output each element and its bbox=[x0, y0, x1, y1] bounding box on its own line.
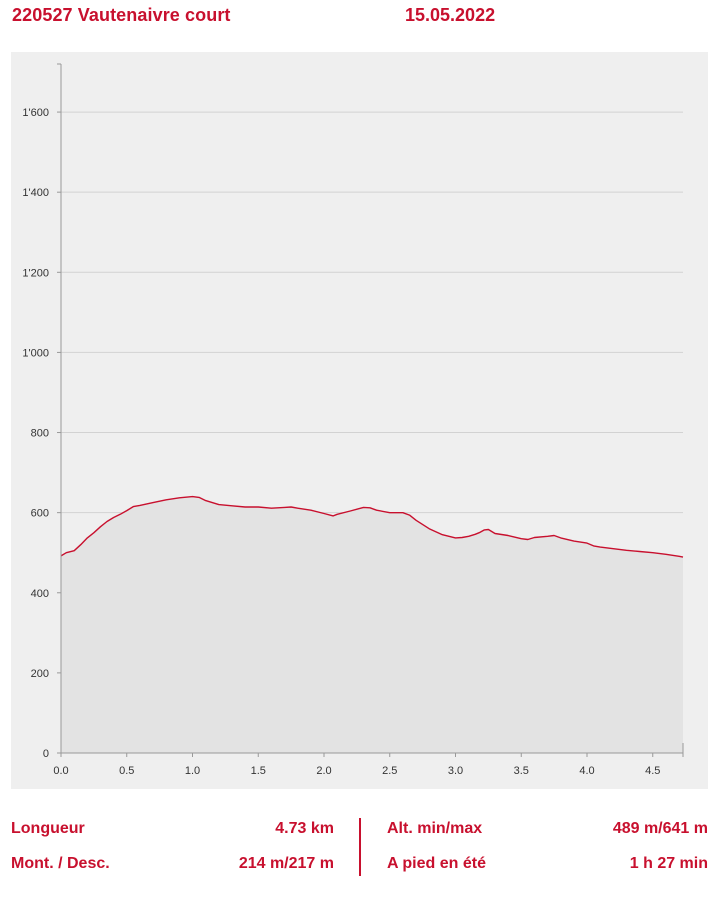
x-tick-label: 3.0 bbox=[448, 765, 463, 777]
x-tick-label: 0.5 bbox=[119, 765, 134, 777]
x-tick-label: 2.5 bbox=[382, 765, 397, 777]
y-tick-label: 1'600 bbox=[22, 107, 49, 119]
y-tick-label: 400 bbox=[31, 588, 49, 600]
route-title: 220527 Vautenaivre court bbox=[12, 5, 231, 25]
x-tick-label: 2.0 bbox=[316, 765, 331, 777]
walking-time-label: A pied en été bbox=[387, 855, 486, 872]
y-tick-label: 200 bbox=[31, 668, 49, 680]
x-tick-label: 4.5 bbox=[645, 765, 660, 777]
length-label: Longueur bbox=[11, 820, 85, 837]
y-tick-label: 600 bbox=[31, 508, 49, 520]
route-date: 15.05.2022 bbox=[405, 5, 496, 25]
ascent-descent-value: 214 m/217 m bbox=[238, 855, 334, 872]
y-tick-label: 800 bbox=[31, 428, 49, 440]
x-tick-label: 4.0 bbox=[579, 765, 594, 777]
elevation-chart-svg: 0 200 400 600 800 1'000 1'200 1'400 1'600 0.0 0.5 1… bbox=[22, 63, 684, 777]
length-value: 4.73 km bbox=[275, 820, 334, 837]
y-tick-label: 1'400 bbox=[22, 187, 49, 199]
altitude-minmax-value: 489 m/641 m bbox=[612, 820, 708, 837]
altitude-minmax-label: Alt. min/max bbox=[387, 820, 483, 837]
y-tick-label: 1'200 bbox=[22, 267, 49, 279]
x-tick-label: 0.0 bbox=[53, 765, 68, 777]
ascent-descent-label: Mont. / Desc. bbox=[11, 855, 110, 872]
elevation-line bbox=[60, 495, 684, 558]
route-stats: Longueur 4.73 km Mont. / Desc. 214 m/217… bbox=[0, 808, 721, 888]
walking-time-value: 1 h 27 min bbox=[629, 855, 708, 872]
elevation-chart: 0 200 400 600 800 1'000 1'200 1'400 1'600 0.0 0.5 1… bbox=[11, 52, 708, 789]
y-tick-label: 0 bbox=[43, 748, 49, 760]
stats-divider bbox=[359, 818, 361, 876]
x-tick-label: 1.0 bbox=[185, 765, 200, 777]
x-tick-label: 3.5 bbox=[514, 765, 529, 777]
elevation-area bbox=[61, 496, 683, 753]
header: 220527 Vautenaivre court 15.05.2022 bbox=[0, 0, 721, 40]
x-tick-label: 1.5 bbox=[251, 765, 266, 777]
y-tick-label: 1'000 bbox=[22, 347, 49, 359]
